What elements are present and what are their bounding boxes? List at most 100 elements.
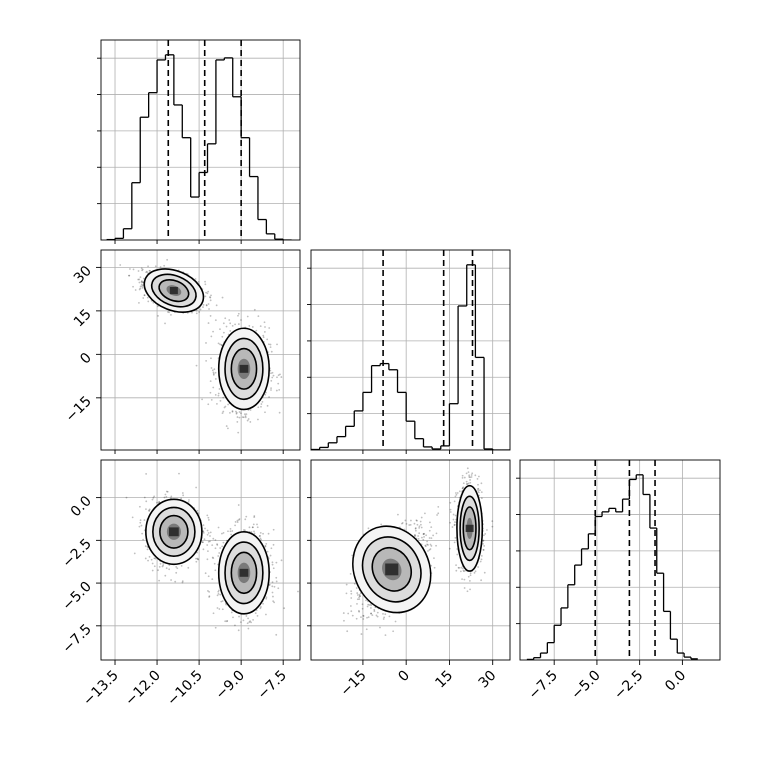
sample-dot bbox=[345, 583, 348, 586]
sample-dot bbox=[220, 600, 223, 603]
sample-dot bbox=[139, 521, 142, 524]
sample-dot bbox=[205, 291, 207, 294]
joint-frame-1 bbox=[100, 459, 301, 661]
sample-dot bbox=[128, 274, 131, 277]
sample-dot bbox=[204, 572, 207, 575]
x-tick-label: −2.5 bbox=[611, 668, 646, 703]
sample-dot bbox=[255, 329, 258, 332]
sample-dot bbox=[205, 359, 208, 362]
sample-dot bbox=[214, 319, 217, 322]
sample-dot bbox=[270, 389, 272, 391]
sample-dot bbox=[145, 473, 148, 475]
sample-dot bbox=[213, 368, 216, 371]
sample-dot bbox=[164, 574, 167, 577]
sample-dot bbox=[356, 602, 358, 605]
sample-dot bbox=[253, 515, 256, 517]
sample-dot bbox=[245, 515, 248, 518]
sample-dot bbox=[362, 615, 365, 617]
sample-dot bbox=[220, 344, 223, 347]
sample-dot bbox=[424, 512, 426, 515]
sample-dot bbox=[210, 367, 213, 369]
sample-dot bbox=[270, 379, 273, 382]
sample-dot bbox=[373, 610, 376, 613]
sample-dot bbox=[422, 533, 425, 535]
sample-dot bbox=[229, 530, 232, 533]
sample-dot bbox=[465, 483, 468, 485]
sample-dot bbox=[195, 312, 198, 315]
sample-dot bbox=[205, 304, 208, 307]
sample-dot bbox=[454, 536, 457, 539]
sample-dot bbox=[236, 416, 239, 418]
sample-dot bbox=[158, 501, 161, 504]
sample-dot bbox=[159, 562, 162, 565]
sample-dot bbox=[279, 373, 281, 376]
sample-dot bbox=[202, 548, 205, 551]
sample-dot bbox=[219, 328, 221, 331]
sample-dot bbox=[384, 613, 387, 616]
sample-dot bbox=[175, 571, 178, 574]
sample-dot bbox=[133, 552, 136, 555]
sample-dot bbox=[216, 594, 219, 597]
sample-dot bbox=[224, 317, 227, 320]
sample-dot bbox=[211, 578, 214, 581]
sample-dot bbox=[270, 387, 272, 390]
sample-dot bbox=[208, 308, 210, 310]
sample-dot bbox=[141, 268, 144, 271]
sample-dot bbox=[350, 592, 353, 595]
sample-dot bbox=[180, 497, 183, 500]
sample-dot bbox=[176, 567, 179, 570]
sample-dot bbox=[221, 412, 224, 415]
sample-dot bbox=[205, 342, 207, 344]
sample-dot bbox=[214, 547, 217, 550]
sample-dot bbox=[237, 629, 240, 632]
sample-dot bbox=[482, 534, 485, 537]
sample-dot bbox=[264, 544, 267, 547]
sample-dot bbox=[145, 508, 147, 511]
sample-dot bbox=[209, 296, 211, 298]
sample-dot bbox=[217, 526, 220, 529]
sample-dot bbox=[170, 579, 172, 581]
sample-dot bbox=[271, 591, 274, 594]
sample-dot bbox=[210, 294, 212, 297]
sample-dot bbox=[359, 592, 362, 595]
sample-dot bbox=[260, 606, 262, 608]
sample-dot bbox=[251, 526, 254, 529]
sample-dot bbox=[245, 615, 248, 617]
sample-dot bbox=[217, 392, 220, 395]
sample-dot bbox=[467, 575, 470, 578]
sample-dot bbox=[202, 303, 205, 306]
sample-dot bbox=[209, 299, 212, 302]
sample-dot bbox=[225, 325, 228, 328]
density-peak bbox=[465, 524, 474, 532]
sample-dot bbox=[143, 294, 146, 296]
sample-dot bbox=[146, 270, 148, 273]
sample-dot bbox=[145, 500, 148, 503]
sample-dot bbox=[170, 313, 172, 316]
sample-dot bbox=[272, 543, 275, 546]
sample-dot bbox=[225, 425, 228, 427]
sample-dot bbox=[271, 371, 274, 374]
sample-dot bbox=[224, 405, 227, 408]
sample-dot bbox=[264, 393, 267, 396]
sample-dot bbox=[256, 523, 258, 526]
sample-dot bbox=[433, 557, 435, 560]
sample-dot bbox=[131, 516, 134, 519]
sample-dot bbox=[227, 530, 229, 533]
sample-dot bbox=[477, 475, 480, 478]
sample-dot bbox=[209, 380, 212, 382]
sample-dot bbox=[455, 569, 458, 572]
sample-dot bbox=[151, 498, 154, 501]
sample-dot bbox=[147, 300, 150, 303]
sample-dot bbox=[235, 411, 238, 414]
sample-dot bbox=[217, 394, 220, 397]
sample-dot bbox=[259, 534, 261, 537]
sample-dot bbox=[394, 620, 397, 623]
sample-dot bbox=[470, 476, 473, 478]
sample-dot bbox=[236, 519, 239, 522]
sample-dot bbox=[139, 287, 142, 290]
sample-dot bbox=[366, 605, 369, 608]
sample-dot bbox=[231, 410, 234, 412]
sample-dot bbox=[256, 526, 259, 529]
sample-dot bbox=[461, 578, 463, 581]
sample-dot bbox=[218, 388, 221, 390]
